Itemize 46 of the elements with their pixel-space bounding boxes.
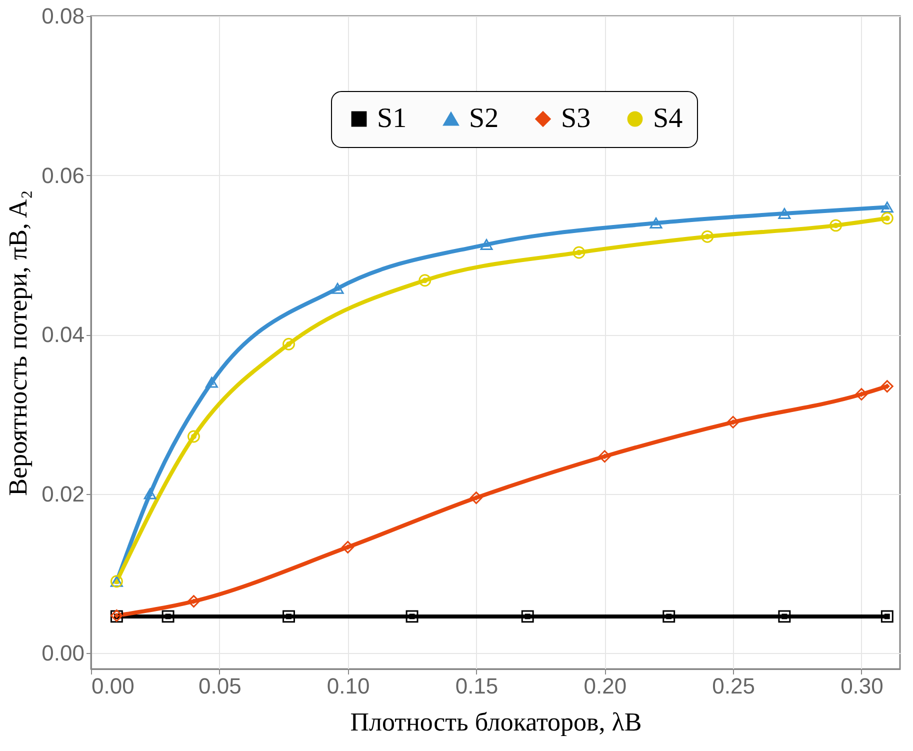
point: [282, 610, 295, 623]
point: [331, 282, 344, 294]
point: [470, 492, 482, 504]
point: [880, 202, 894, 213]
point: [855, 388, 868, 400]
y-tick-label: 0.02: [42, 481, 84, 506]
legend-label: S4: [653, 103, 683, 134]
y-tick-label: 0.04: [42, 322, 84, 348]
point: [880, 380, 894, 393]
x-tick-label: 0.25: [712, 674, 755, 698]
point: [662, 610, 676, 623]
x-axis-title: Плотность блокаторов, λB: [350, 708, 642, 736]
point: [418, 274, 432, 287]
point: [598, 450, 611, 463]
point: [778, 610, 791, 623]
point: [880, 212, 894, 224]
x-tick-label: 0.15: [455, 674, 498, 698]
point: [188, 595, 200, 608]
point: [282, 338, 295, 350]
point: [880, 610, 894, 623]
point: [830, 219, 842, 232]
point: [726, 416, 740, 428]
legend-label: S3: [561, 103, 591, 134]
point: [701, 230, 714, 243]
y-tick-label: 0.06: [42, 162, 84, 188]
x-tick-label: 0.05: [198, 674, 242, 698]
point: [480, 239, 493, 250]
y-tick-label: 0.08: [42, 4, 84, 28]
point: [144, 488, 156, 500]
x-tick-label: 0.20: [584, 674, 627, 698]
point: [521, 610, 534, 623]
point: [188, 430, 200, 443]
x-tick-label: 0.30: [840, 674, 884, 698]
y-axis-title: Вероятность потери, πB, A₂: [4, 190, 33, 496]
point: [162, 610, 174, 623]
point: [778, 208, 791, 219]
x-tick-label: 0.10: [326, 674, 370, 698]
point: [650, 218, 662, 229]
legend-label: S1: [377, 103, 407, 134]
y-tick-label: 0.00: [42, 640, 84, 666]
point: [572, 246, 586, 259]
point: [342, 540, 354, 554]
point: [205, 376, 218, 388]
point: [406, 610, 418, 623]
x-tick-label: 0.00: [92, 674, 134, 698]
legend-label: S2: [469, 103, 499, 134]
